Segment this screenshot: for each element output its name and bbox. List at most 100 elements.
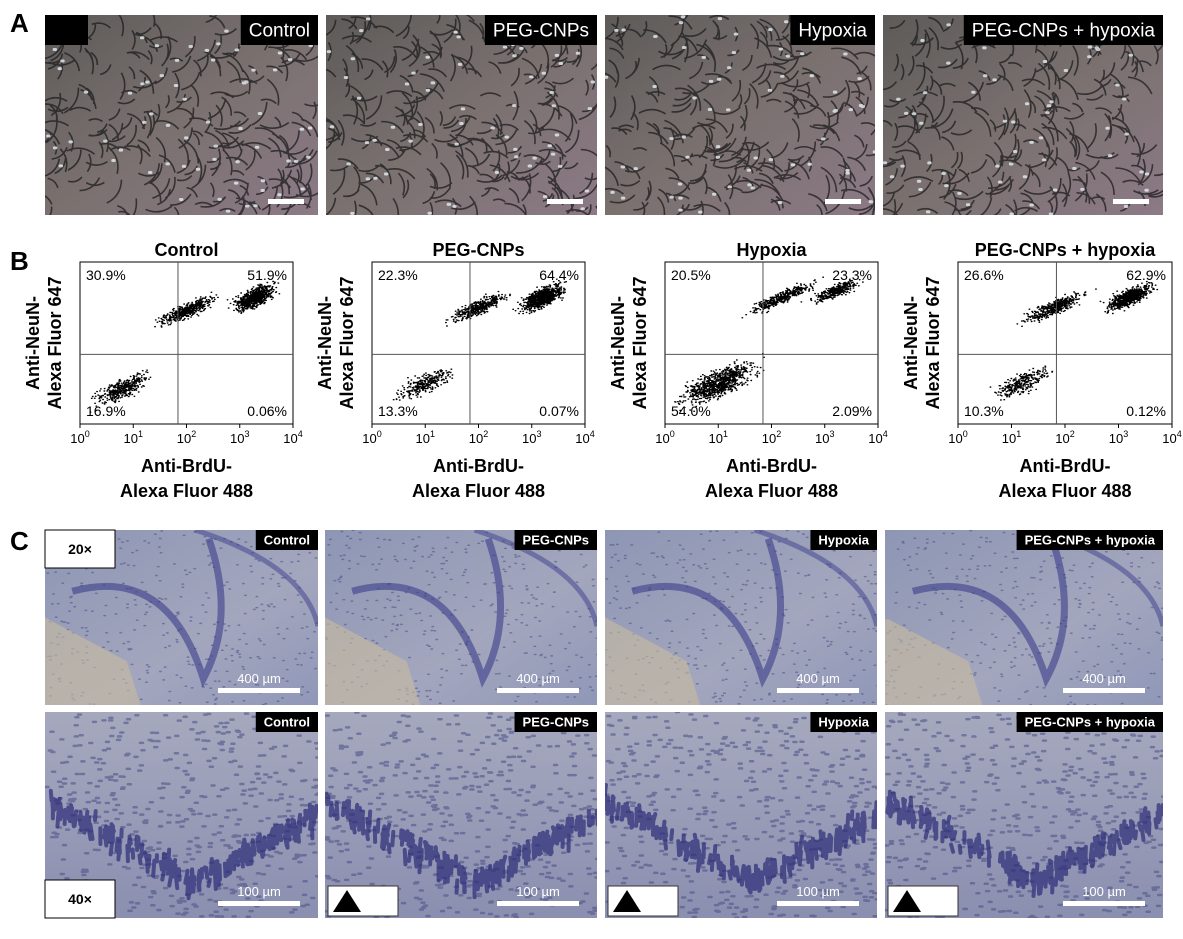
plot-title: PEG-CNPs bbox=[432, 240, 524, 260]
scale-bar bbox=[1113, 199, 1149, 204]
image-label: Hypoxia bbox=[818, 532, 869, 547]
micrograph bbox=[605, 530, 877, 705]
x-tick-label: 103 bbox=[1109, 429, 1128, 446]
label-box bbox=[810, 530, 877, 550]
scale-bar bbox=[268, 199, 304, 204]
tick-exponent: 2 bbox=[776, 429, 781, 439]
quadrant-percent: 2.09% bbox=[832, 403, 872, 419]
panel-label: A bbox=[10, 8, 29, 38]
image-label: PEG-CNPs bbox=[523, 532, 589, 547]
tick-exponent: 3 bbox=[244, 429, 249, 439]
cell-halos bbox=[883, 17, 1150, 215]
x-tick-label: 102 bbox=[177, 429, 196, 446]
tick-base: 10 bbox=[283, 431, 297, 446]
x-tick-label: 101 bbox=[124, 429, 143, 446]
x-axis-label: Anti-BrdU- bbox=[141, 456, 232, 476]
label-box bbox=[240, 15, 318, 45]
image-label: Control bbox=[264, 714, 310, 729]
tick-exponent: 1 bbox=[138, 429, 143, 439]
histogram-inset bbox=[607, 885, 679, 917]
tick-exponent: 0 bbox=[377, 429, 382, 439]
label-box bbox=[514, 712, 597, 732]
quadrant-percent: 26.6% bbox=[964, 267, 1004, 283]
quadrant-percent: 0.12% bbox=[1126, 403, 1166, 419]
plot-title: Hypoxia bbox=[736, 240, 807, 260]
label-box bbox=[1016, 530, 1163, 550]
quadrant-percent: 20.5% bbox=[671, 267, 711, 283]
label-box bbox=[963, 15, 1163, 45]
granule-layer bbox=[605, 782, 877, 895]
scale-label: 400 µm bbox=[1082, 671, 1126, 686]
tick-base: 10 bbox=[1055, 431, 1069, 446]
x-tick-label: 100 bbox=[362, 429, 381, 446]
plot-frame bbox=[371, 261, 586, 425]
quadrant-percent: 10.3% bbox=[964, 403, 1004, 419]
tick-exponent: 2 bbox=[483, 429, 488, 439]
x-axis-label: Alexa Fluor 488 bbox=[412, 481, 545, 501]
image-label: Hypoxia bbox=[798, 21, 867, 42]
tick-base: 10 bbox=[1162, 431, 1176, 446]
x-tick-label: 101 bbox=[709, 429, 728, 446]
scale-bar bbox=[825, 199, 861, 204]
micrograph bbox=[605, 15, 875, 215]
scale-bar bbox=[497, 901, 579, 906]
tick-exponent: 0 bbox=[85, 429, 90, 439]
tick-exponent: 1 bbox=[430, 429, 435, 439]
tick-base: 10 bbox=[362, 431, 376, 446]
x-tick-label: 104 bbox=[868, 429, 887, 446]
x-tick-label: 101 bbox=[1002, 429, 1021, 446]
micrograph bbox=[45, 15, 318, 215]
x-axis-label: Anti-BrdU- bbox=[1020, 456, 1111, 476]
scale-label: 400 µm bbox=[237, 671, 281, 686]
x-tick-label: 100 bbox=[655, 429, 674, 446]
tick-exponent: 3 bbox=[829, 429, 834, 439]
micrograph bbox=[326, 15, 597, 215]
x-tick-label: 101 bbox=[416, 429, 435, 446]
scale-label: 100 µm bbox=[1082, 884, 1126, 899]
x-axis-label: Alexa Fluor 488 bbox=[998, 481, 1131, 501]
tick-base: 10 bbox=[522, 431, 536, 446]
plot-title: PEG-CNPs + hypoxia bbox=[975, 240, 1157, 260]
x-tick-label: 104 bbox=[283, 429, 302, 446]
image-label: Control bbox=[249, 21, 310, 42]
tick-exponent: 3 bbox=[1123, 429, 1128, 439]
scale-label: 100 µm bbox=[796, 884, 840, 899]
tick-base: 10 bbox=[655, 431, 669, 446]
tick-base: 10 bbox=[416, 431, 430, 446]
x-axis-label: Anti-BrdU- bbox=[726, 456, 817, 476]
tick-exponent: 4 bbox=[1177, 429, 1182, 439]
quadrant-percent: 30.9% bbox=[86, 267, 126, 283]
events bbox=[392, 277, 568, 401]
granule-layer bbox=[325, 791, 597, 900]
micrograph bbox=[885, 712, 1163, 918]
image-label: PEG-CNPs + hypoxia bbox=[1025, 532, 1156, 547]
image-label: PEG-CNPs bbox=[523, 714, 589, 729]
y-axis-label: Anti-NeuN- bbox=[901, 296, 921, 390]
cell-outlines bbox=[326, 15, 597, 215]
tick-exponent: 1 bbox=[723, 429, 728, 439]
x-axis-label: Alexa Fluor 488 bbox=[705, 481, 838, 501]
tick-base: 10 bbox=[177, 431, 191, 446]
image-label: Control bbox=[264, 532, 310, 547]
tick-base: 10 bbox=[1109, 431, 1123, 446]
image-label: PEG-CNPs + hypoxia bbox=[1025, 714, 1156, 729]
histogram-shape bbox=[333, 890, 361, 912]
magnification-label: 20× bbox=[68, 541, 92, 557]
scale-label: 400 µm bbox=[516, 671, 560, 686]
micrograph bbox=[325, 530, 597, 705]
y-axis-label: Alexa Fluor 647 bbox=[923, 276, 943, 409]
quadrant-percent: 13.3% bbox=[378, 403, 418, 419]
x-tick-label: 103 bbox=[522, 429, 541, 446]
ventricle bbox=[325, 617, 421, 705]
corner-box bbox=[45, 15, 88, 45]
magnification-box bbox=[44, 529, 116, 569]
scale-bar bbox=[547, 199, 583, 204]
scale-label: 100 µm bbox=[516, 884, 560, 899]
x-axis-label: Alexa Fluor 488 bbox=[120, 481, 253, 501]
cell-layer bbox=[631, 537, 785, 688]
cell-halos bbox=[605, 15, 875, 214]
cell-layer bbox=[473, 530, 597, 627]
events bbox=[674, 276, 864, 412]
tick-exponent: 3 bbox=[536, 429, 541, 439]
